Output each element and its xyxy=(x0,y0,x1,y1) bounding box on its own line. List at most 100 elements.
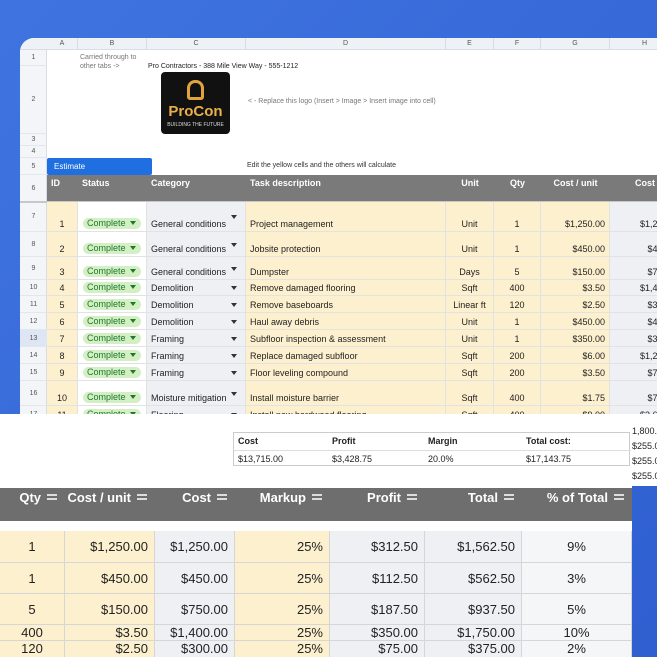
cell: 7 xyxy=(47,330,78,347)
cell: $150.00 xyxy=(541,257,610,280)
dropdown-arrow[interactable] xyxy=(231,266,237,271)
cell: General conditions xyxy=(147,202,246,232)
zoom-cell: $750.00 xyxy=(155,594,235,625)
status-chip[interactable]: Complete xyxy=(83,409,141,414)
zoom-cell: $75.00 xyxy=(330,641,425,657)
status-chip[interactable]: Complete xyxy=(83,350,141,361)
zoom-cell: $937.50 xyxy=(425,594,522,625)
logo-name: ProCon xyxy=(168,103,223,120)
cell: 8 xyxy=(47,347,78,364)
edit-note: Edit the yellow cells and the others wil… xyxy=(247,162,397,169)
dropdown-arrow[interactable] xyxy=(231,391,237,396)
row-number: 12 xyxy=(20,313,47,330)
cell: 4 xyxy=(47,280,78,296)
dropdown-arrow[interactable] xyxy=(231,242,237,247)
cell: Complete xyxy=(78,202,147,232)
column-letter: A xyxy=(47,38,78,50)
status-text: Complete xyxy=(87,282,126,292)
status-text: Complete xyxy=(87,392,126,402)
zoom-cell: 2% xyxy=(522,641,632,657)
row-number: 15 xyxy=(20,364,47,381)
dropdown-arrow[interactable] xyxy=(231,319,237,324)
filter-icon[interactable] xyxy=(47,494,57,500)
zoom-cell: $1,400.00 xyxy=(155,625,235,641)
cell: Unit xyxy=(446,232,494,257)
filter-icon[interactable] xyxy=(137,494,147,500)
column-letter: B xyxy=(78,38,147,50)
filter-icon[interactable] xyxy=(312,494,322,500)
filter-icon[interactable] xyxy=(504,494,514,500)
cell: Complete xyxy=(78,280,147,296)
status-chip[interactable]: Complete xyxy=(83,266,141,277)
filter-icon[interactable] xyxy=(407,494,417,500)
cell: Complete xyxy=(78,330,147,347)
zoom-cell: $1,250.00 xyxy=(65,531,155,563)
zoom-cell: 5% xyxy=(522,594,632,625)
status-arrow xyxy=(130,246,136,250)
dropdown-arrow[interactable] xyxy=(231,336,237,341)
overflow-value: 1,800.0 xyxy=(632,426,657,436)
logo-tagline: BUILDING THE FUTURE xyxy=(167,122,224,128)
cell: Framing xyxy=(147,364,246,381)
status-text: Complete xyxy=(87,266,126,276)
status-chip[interactable]: Complete xyxy=(83,243,141,254)
cell: 200 xyxy=(494,347,541,364)
dropdown-arrow[interactable] xyxy=(231,302,237,307)
status-text: Complete xyxy=(87,350,126,360)
summary-value: $17,143.75 xyxy=(526,454,572,464)
cell: $9.00 xyxy=(541,406,610,414)
cell: Haul away debris xyxy=(246,313,446,330)
dropdown-arrow[interactable] xyxy=(231,286,237,290)
zoom-cell: $2.50 xyxy=(65,641,155,657)
cell: $750.0 xyxy=(610,257,657,280)
cell: Complete xyxy=(78,406,147,414)
cell: $450.0 xyxy=(610,232,657,257)
row-number: 6 xyxy=(20,175,47,202)
cell: Demolition xyxy=(147,296,246,313)
category-text: General conditions xyxy=(151,219,227,229)
filter-icon[interactable] xyxy=(614,494,624,500)
row-number: 13 xyxy=(20,330,47,347)
cell: 10 xyxy=(47,381,78,406)
status-chip[interactable]: Complete xyxy=(83,367,141,378)
cell: Flooring xyxy=(147,406,246,414)
dropdown-arrow[interactable] xyxy=(231,215,237,219)
row-number: 8 xyxy=(20,232,47,257)
summary-box: Cost $13,715.00 Profit $3,428.75 Margin 20.0%… xyxy=(233,432,631,466)
zoom-cell: $312.50 xyxy=(330,531,425,563)
status-arrow xyxy=(130,353,136,357)
cell: $6.00 xyxy=(541,347,610,364)
cell: $3,600.0 xyxy=(610,406,657,414)
row-number: 11 xyxy=(20,296,47,313)
dropdown-arrow[interactable] xyxy=(231,370,237,375)
carried-note: Carried through to other tabs -> xyxy=(80,54,137,70)
cell: 1 xyxy=(494,313,541,330)
cell: Subfloor inspection & assessment xyxy=(246,330,446,347)
zoom-cell: 3% xyxy=(522,563,632,594)
cell: Sqft xyxy=(446,406,494,414)
cell: 6 xyxy=(47,313,78,330)
cell: Jobsite protection xyxy=(246,232,446,257)
zoom-cell: $350.00 xyxy=(330,625,425,641)
overflow-value: $255.0 xyxy=(632,456,657,466)
status-chip[interactable]: Complete xyxy=(83,282,141,293)
status-chip[interactable]: Complete xyxy=(83,333,141,344)
sheet-card: ABCDEFGH1234567891011121314151617Carried… xyxy=(20,38,657,414)
status-chip[interactable]: Complete xyxy=(83,316,141,327)
zoom-cell: $1,562.50 xyxy=(425,531,522,563)
status-chip[interactable]: Complete xyxy=(83,299,141,310)
cell: $3.50 xyxy=(541,280,610,296)
cell: Replace damaged subfloor xyxy=(246,347,446,364)
sheet-tab[interactable]: Estimate xyxy=(47,158,152,175)
summary-label: Profit xyxy=(332,436,356,446)
filter-icon[interactable] xyxy=(217,494,227,500)
summary-label: Cost xyxy=(238,436,258,446)
cell: Project management xyxy=(246,202,446,232)
status-chip[interactable]: Complete xyxy=(83,218,141,229)
status-text: Complete xyxy=(87,316,126,326)
status-chip[interactable]: Complete xyxy=(83,392,141,403)
dropdown-arrow[interactable] xyxy=(231,412,237,414)
dropdown-arrow[interactable] xyxy=(231,353,237,358)
cell: $450.00 xyxy=(541,313,610,330)
